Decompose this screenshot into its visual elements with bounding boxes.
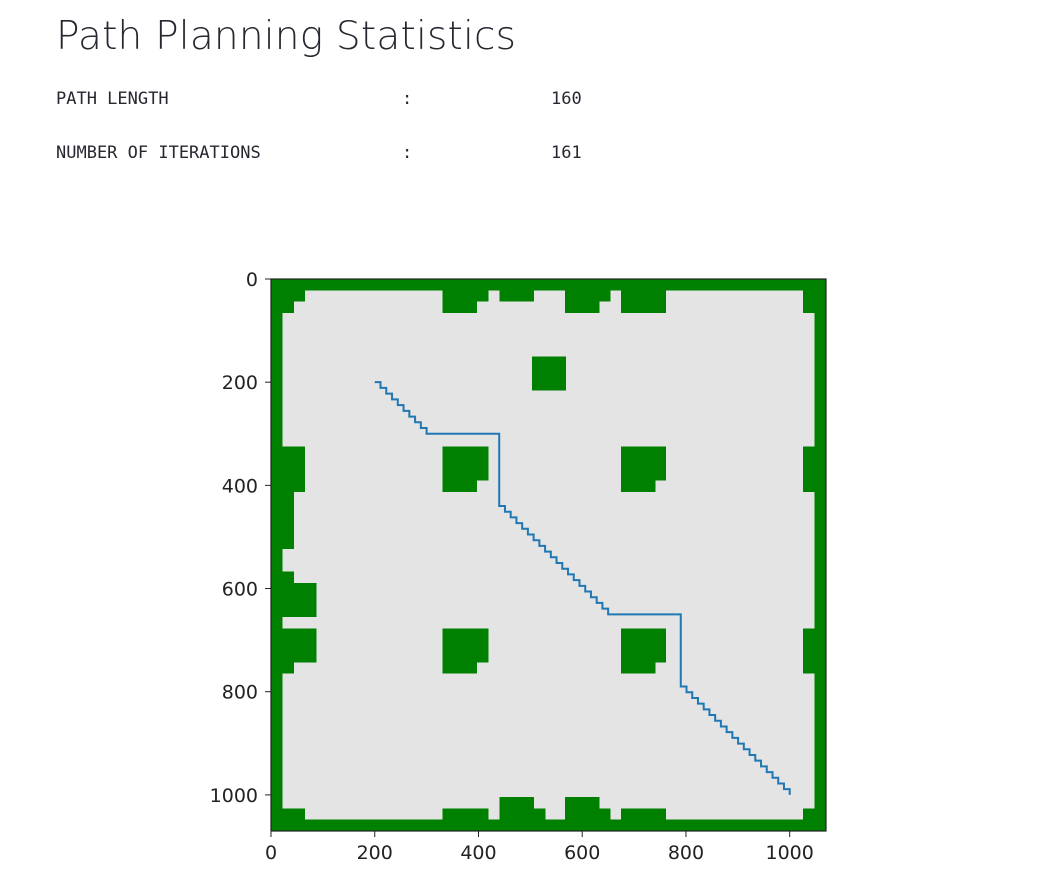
y-tick-label: 1000	[210, 785, 258, 807]
obstacle-cell	[282, 628, 317, 663]
obstacle-cell	[282, 301, 294, 314]
obstacle-cell	[282, 446, 306, 481]
obstacle-cell	[621, 662, 656, 674]
page-title: Path Planning Statistics	[56, 14, 517, 59]
planned-path	[374, 381, 791, 795]
stat-label: NUMBER OF ITERATIONS	[56, 143, 261, 163]
obstacle-cell	[621, 480, 656, 493]
x-tick-label: 1000	[766, 842, 814, 864]
obstacle-cell	[621, 808, 667, 820]
x-tick-label: 0	[265, 842, 277, 864]
plot-frame	[270, 278, 827, 832]
grid-figure: 0 200 400 600 800 1000 0 200 400 600 800 1000	[210, 269, 827, 864]
y-tick-label: 400	[222, 475, 258, 497]
obstacle-cell	[803, 301, 815, 314]
obstacle-cell	[442, 628, 489, 663]
obstacle-cell	[282, 662, 294, 674]
obstacle-cell	[533, 808, 546, 820]
obstacle-cell	[803, 628, 815, 674]
obstacle-cell	[599, 808, 611, 820]
obstacle-cell	[599, 290, 611, 302]
obstacle-cell	[814, 279, 826, 831]
obstacle-cell	[621, 446, 667, 481]
obstacle-cell	[282, 480, 306, 493]
x-tick-label: 200	[357, 842, 393, 864]
obstacle-cell	[803, 446, 815, 493]
obstacle-cell	[621, 290, 667, 314]
obstacle-cell	[442, 808, 489, 820]
obstacle-cell	[531, 356, 567, 391]
obstacle-cell	[442, 480, 477, 493]
obstacle-cell	[442, 446, 489, 481]
obstacle-cell	[565, 290, 600, 314]
obstacle-cell	[476, 290, 489, 302]
obstacle-cell	[282, 290, 306, 302]
obstacle-cell	[803, 290, 815, 302]
stat-separator: :	[402, 89, 413, 109]
x-tick-label: 600	[564, 842, 600, 864]
obstacle-cell	[803, 808, 815, 820]
y-tick-label: 600	[222, 579, 258, 601]
obstacle-cell	[282, 582, 317, 617]
stat-separator: :	[402, 143, 413, 163]
obstacle-cell	[271, 819, 826, 831]
obstacle-cell	[565, 796, 600, 820]
obstacle-cell	[499, 796, 534, 820]
y-tick-label: 200	[222, 372, 258, 394]
obstacle-cell	[442, 290, 477, 314]
obstacle-cell	[271, 279, 283, 831]
stat-value: 160	[551, 89, 582, 109]
obstacle-cell	[282, 571, 294, 583]
x-tick-label: 400	[460, 842, 496, 864]
y-tick-label: 800	[222, 682, 258, 704]
obstacle-cell	[282, 808, 306, 820]
x-tick-label: 800	[668, 842, 704, 864]
obstacle-cell	[442, 662, 477, 674]
obstacle-cell	[282, 492, 294, 549]
obstacle-cell	[271, 279, 826, 291]
y-tick-label: 0	[246, 269, 258, 291]
obstacle-cell	[621, 628, 667, 663]
stat-label: PATH LENGTH	[56, 89, 169, 109]
obstacle-cell	[499, 290, 534, 302]
stat-value: 161	[551, 143, 582, 163]
